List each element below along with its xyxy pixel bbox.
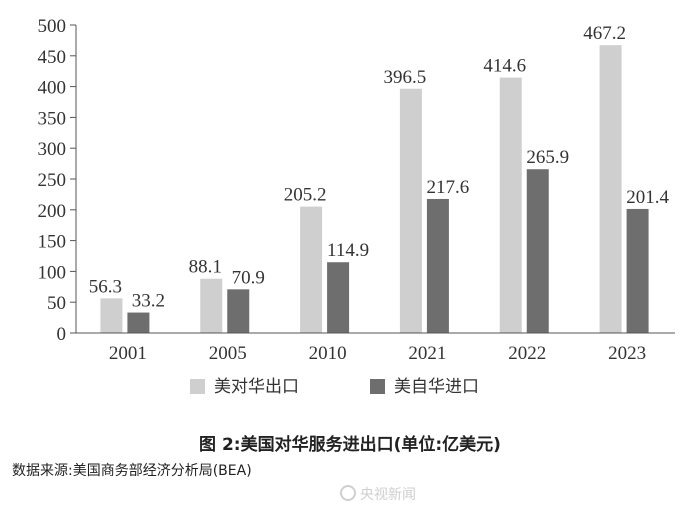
y-tick-label: 250 bbox=[38, 170, 67, 191]
watermark-logo-icon bbox=[340, 485, 356, 501]
data-labels: 56.3 33.2 88.1 70.9 205.2 114.9 396.5 217.6 414.… bbox=[89, 23, 670, 311]
y-tick-label: 300 bbox=[38, 139, 67, 160]
data-label: 414.6 bbox=[483, 56, 526, 77]
y-axis: 0 50 100 150 200 250 300 350 400 450 500 bbox=[38, 16, 77, 345]
x-axis: 2001 2005 2010 2021 2022 2023 bbox=[76, 332, 675, 364]
y-tick-label: 450 bbox=[38, 47, 67, 68]
bar-export bbox=[599, 45, 622, 333]
legend-label: 美自华进口 bbox=[394, 377, 479, 397]
data-source: 数据来源:美国商务部经济分析局(BEA) bbox=[12, 463, 252, 479]
bar-import bbox=[127, 312, 150, 333]
y-tick-label: 500 bbox=[38, 16, 67, 37]
bar-import bbox=[327, 262, 350, 333]
legend-swatch bbox=[370, 379, 385, 394]
data-label: 114.9 bbox=[327, 240, 369, 261]
data-label: 88.1 bbox=[189, 257, 222, 278]
bar-import bbox=[426, 198, 449, 333]
bar-export bbox=[300, 206, 323, 333]
bars bbox=[100, 45, 649, 333]
legend: 美对华出口 美自华进口 bbox=[190, 377, 479, 397]
data-label: 201.4 bbox=[626, 187, 669, 208]
chart-title: 图 2:美国对华服务进出口(单位:亿美元) bbox=[199, 435, 501, 455]
y-tick-label: 350 bbox=[38, 108, 67, 129]
y-tick-label: 200 bbox=[38, 201, 67, 222]
x-tick-label: 2023 bbox=[608, 343, 646, 364]
bar-import bbox=[626, 208, 649, 333]
bar-import bbox=[526, 169, 549, 333]
y-tick-label: 100 bbox=[38, 262, 67, 283]
bar-export bbox=[499, 77, 522, 333]
data-label: 33.2 bbox=[132, 291, 165, 312]
bar-export bbox=[200, 278, 223, 333]
bar-export bbox=[399, 88, 422, 333]
data-label: 396.5 bbox=[384, 67, 427, 88]
legend-swatch bbox=[190, 379, 205, 394]
bar-export bbox=[100, 298, 123, 333]
y-tick-label: 50 bbox=[47, 293, 66, 314]
bar-import bbox=[227, 289, 250, 333]
data-label: 70.9 bbox=[232, 267, 265, 288]
data-label: 217.6 bbox=[427, 177, 470, 198]
x-tick-label: 2021 bbox=[408, 343, 446, 364]
x-tick-label: 2022 bbox=[508, 343, 546, 364]
x-tick-label: 2005 bbox=[209, 343, 247, 364]
watermark: 央视新闻 bbox=[340, 484, 416, 504]
legend-label: 美对华出口 bbox=[214, 377, 299, 397]
x-tick-label: 2001 bbox=[109, 343, 147, 364]
bar-chart: 0 50 100 150 200 250 300 350 400 450 500 56.3 33.2 8… bbox=[38, 16, 675, 397]
data-label: 205.2 bbox=[284, 185, 327, 206]
data-label: 467.2 bbox=[583, 23, 626, 44]
x-tick-label: 2010 bbox=[309, 343, 347, 364]
watermark-text: 央视新闻 bbox=[360, 487, 416, 503]
y-tick-label: 400 bbox=[38, 78, 67, 99]
y-tick-label: 0 bbox=[57, 324, 67, 345]
data-label: 265.9 bbox=[526, 147, 569, 168]
data-label: 56.3 bbox=[89, 276, 122, 297]
y-tick-label: 150 bbox=[38, 232, 67, 253]
